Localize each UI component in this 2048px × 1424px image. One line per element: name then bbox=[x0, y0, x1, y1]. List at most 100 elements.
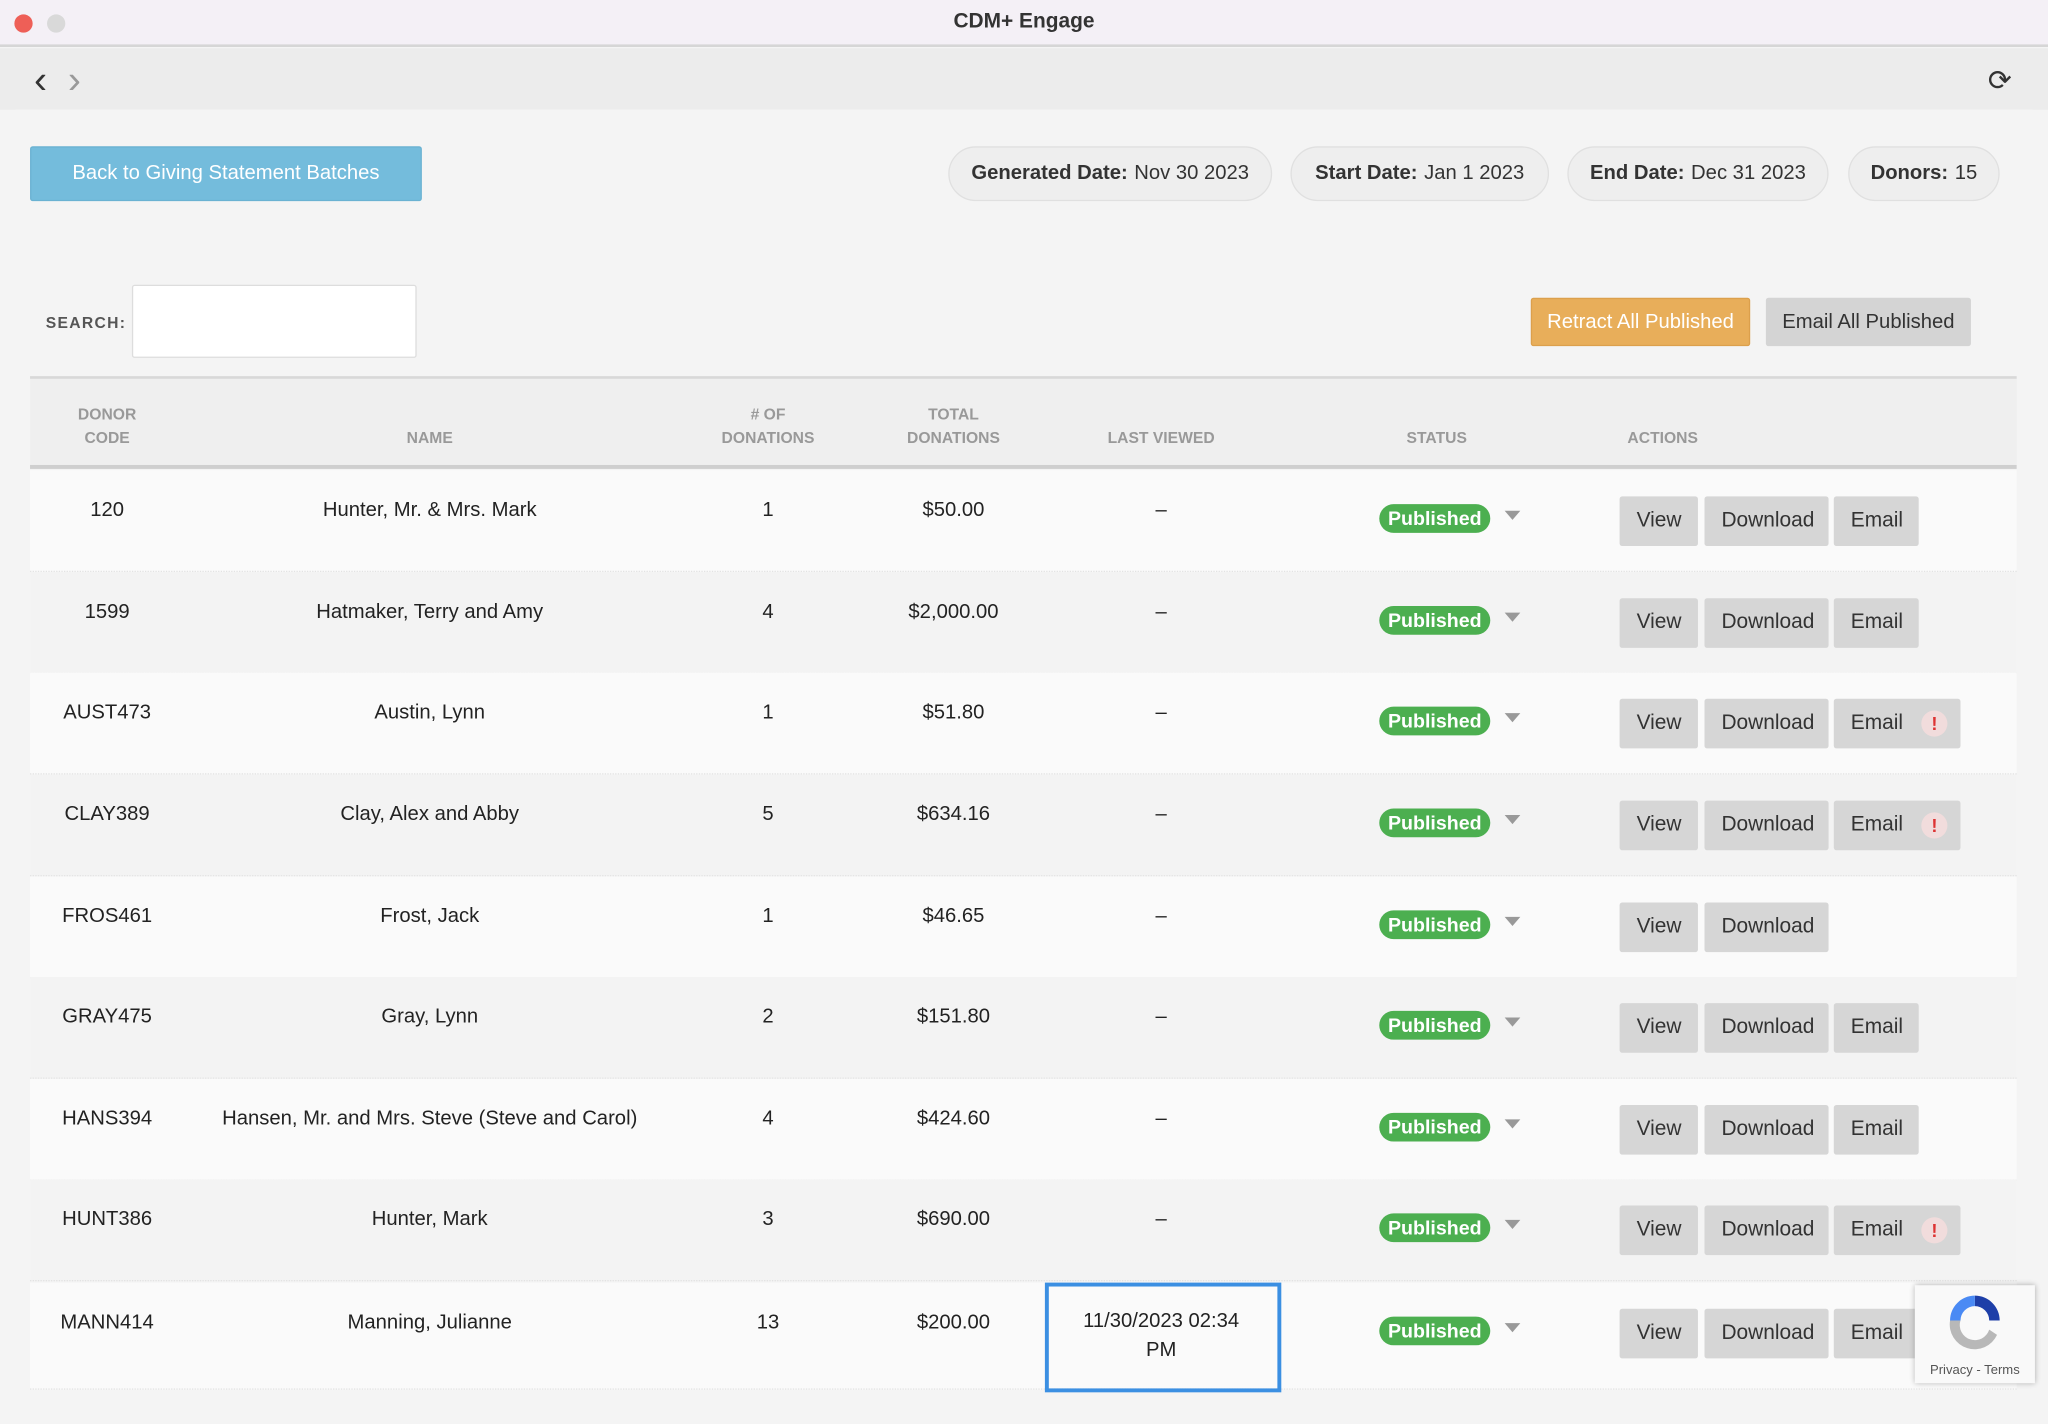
email-label: Email bbox=[1850, 509, 1904, 532]
download-button[interactable]: Download bbox=[1704, 800, 1829, 851]
recaptcha-links[interactable]: Privacy - Terms bbox=[1929, 1363, 2020, 1378]
email-button[interactable]: Email bbox=[1833, 496, 1919, 546]
table-row: HUNT386 Hunter, Mark 3 $690.00 – Publish… bbox=[30, 1179, 2017, 1282]
view-button[interactable]: View bbox=[1619, 496, 1698, 546]
email-label: Email bbox=[1850, 611, 1904, 634]
minimize-window-button[interactable] bbox=[47, 14, 66, 33]
back-to-batches-button[interactable]: Back to Giving Statement Batches bbox=[30, 146, 422, 202]
table-row: CLAY389 Clay, Alex and Abby 5 $634.16 – … bbox=[30, 774, 2017, 877]
total-donations: $50.00 bbox=[922, 498, 985, 522]
last-viewed: – bbox=[1155, 1005, 1167, 1028]
header-text: TOTAL bbox=[928, 404, 979, 424]
search-label: SEARCH: bbox=[45, 313, 127, 332]
donor-code: AUST473 bbox=[63, 701, 151, 724]
donation-count: 4 bbox=[762, 1107, 774, 1130]
download-button[interactable]: Download bbox=[1704, 1003, 1829, 1053]
last-viewed: – bbox=[1155, 498, 1167, 522]
header-donation-count[interactable]: # OF DONATIONS bbox=[722, 402, 815, 449]
back-arrow-icon[interactable]: ‹ bbox=[33, 58, 48, 102]
end-date-label: End Date: bbox=[1590, 161, 1685, 185]
close-window-button[interactable] bbox=[14, 14, 33, 33]
last-viewed: – bbox=[1155, 1208, 1167, 1231]
download-button[interactable]: Download bbox=[1704, 902, 1829, 953]
status-dropdown-caret-icon[interactable] bbox=[1504, 510, 1521, 520]
header-name[interactable]: NAME bbox=[406, 428, 453, 447]
table-row: GRAY475 Gray, Lynn 2 $151.80 – Published… bbox=[30, 976, 2017, 1079]
donors-pill: Donors: 15 bbox=[1848, 146, 2000, 202]
generated-date-value: Nov 30 2023 bbox=[1134, 161, 1250, 185]
view-button[interactable]: View bbox=[1619, 1104, 1698, 1155]
status-dropdown-caret-icon[interactable] bbox=[1504, 916, 1521, 927]
download-button[interactable]: Download bbox=[1704, 698, 1829, 749]
email-all-published-button[interactable]: Email All Published bbox=[1765, 297, 1971, 347]
last-viewed: – bbox=[1155, 803, 1167, 826]
status-dropdown-caret-icon[interactable] bbox=[1504, 815, 1521, 825]
status-badge: Published bbox=[1379, 504, 1491, 533]
header-text: DONATIONS bbox=[907, 428, 1000, 447]
status-badge: Published bbox=[1379, 606, 1491, 635]
forward-arrow-icon[interactable]: › bbox=[67, 58, 81, 102]
status-dropdown-caret-icon[interactable] bbox=[1504, 713, 1521, 723]
email-button[interactable]: Email! bbox=[1833, 800, 1961, 851]
generated-date-pill: Generated Date: Nov 30 2023 bbox=[948, 146, 1273, 202]
email-button[interactable]: Email bbox=[1833, 1104, 1919, 1155]
end-date-pill: End Date: Dec 31 2023 bbox=[1567, 146, 1829, 202]
generated-date-label: Generated Date: bbox=[971, 161, 1128, 185]
email-button[interactable]: Email! bbox=[1833, 1205, 1961, 1256]
download-button[interactable]: Download bbox=[1704, 1104, 1829, 1155]
view-button[interactable]: View bbox=[1619, 1308, 1698, 1359]
view-button[interactable]: View bbox=[1619, 1205, 1698, 1256]
view-button[interactable]: View bbox=[1619, 902, 1698, 953]
header-text: DONOR bbox=[77, 404, 137, 424]
status-dropdown-caret-icon[interactable] bbox=[1504, 612, 1521, 622]
status-badge: Published bbox=[1379, 1010, 1491, 1040]
retract-all-published-button[interactable]: Retract All Published bbox=[1530, 297, 1751, 347]
download-button[interactable]: Download bbox=[1704, 1205, 1829, 1256]
recaptcha-badge[interactable]: Privacy - Terms bbox=[1914, 1285, 2035, 1384]
total-donations: $690.00 bbox=[916, 1208, 991, 1231]
search-input[interactable] bbox=[131, 284, 417, 358]
header-text: # OF bbox=[750, 404, 786, 424]
status-dropdown-caret-icon[interactable] bbox=[1504, 1219, 1521, 1230]
email-button[interactable]: Email! bbox=[1833, 698, 1961, 749]
download-button[interactable]: Download bbox=[1704, 1308, 1829, 1359]
email-label: Email bbox=[1850, 1016, 1904, 1039]
view-button[interactable]: View bbox=[1619, 1003, 1698, 1053]
email-label: Email bbox=[1850, 813, 1904, 836]
header-text: DONATIONS bbox=[721, 428, 815, 447]
last-viewed: – bbox=[1155, 905, 1167, 928]
table-row: FROS461 Frost, Jack 1 $46.65 – Published… bbox=[30, 876, 2017, 979]
total-donations: $51.80 bbox=[922, 701, 985, 724]
download-button[interactable]: Download bbox=[1704, 598, 1829, 648]
header-total-donations[interactable]: TOTAL DONATIONS bbox=[907, 402, 1000, 449]
donor-name: Hunter, Mark bbox=[371, 1208, 488, 1231]
email-button[interactable]: Email bbox=[1833, 1003, 1919, 1053]
email-label: Email bbox=[1850, 1321, 1904, 1344]
status-dropdown-caret-icon[interactable] bbox=[1504, 1323, 1521, 1333]
donors-value: 15 bbox=[1954, 161, 1978, 185]
donation-count: 4 bbox=[762, 600, 774, 624]
view-button[interactable]: View bbox=[1619, 800, 1698, 851]
donor-code: HANS394 bbox=[62, 1107, 153, 1130]
status-dropdown-caret-icon[interactable] bbox=[1504, 1119, 1521, 1129]
header-actions: ACTIONS bbox=[1627, 428, 1698, 447]
header-status[interactable]: STATUS bbox=[1406, 428, 1467, 447]
view-button[interactable]: View bbox=[1619, 698, 1698, 749]
status-badge: Published bbox=[1379, 910, 1491, 940]
start-date-label: Start Date: bbox=[1315, 161, 1418, 185]
email-button[interactable]: Email bbox=[1833, 1308, 1919, 1359]
table-row: AUST473 Austin, Lynn 1 $51.80 – Publishe… bbox=[30, 672, 2017, 775]
view-button[interactable]: View bbox=[1619, 598, 1698, 648]
donor-code: HUNT386 bbox=[62, 1208, 153, 1231]
end-date-value: Dec 31 2023 bbox=[1691, 161, 1806, 185]
table-row: 120 Hunter, Mr. & Mrs. Mark 1 $50.00 – P… bbox=[30, 470, 2017, 573]
header-last-viewed[interactable]: LAST VIEWED bbox=[1107, 428, 1215, 447]
refresh-icon[interactable]: ⟳ bbox=[1987, 63, 2012, 97]
email-label: Email bbox=[1850, 1118, 1904, 1141]
header-donor-code[interactable]: DONOR CODE bbox=[78, 402, 136, 449]
email-button[interactable]: Email bbox=[1833, 598, 1919, 648]
status-dropdown-caret-icon[interactable] bbox=[1504, 1017, 1521, 1027]
status-badge: Published bbox=[1379, 808, 1491, 838]
download-button[interactable]: Download bbox=[1704, 496, 1829, 546]
